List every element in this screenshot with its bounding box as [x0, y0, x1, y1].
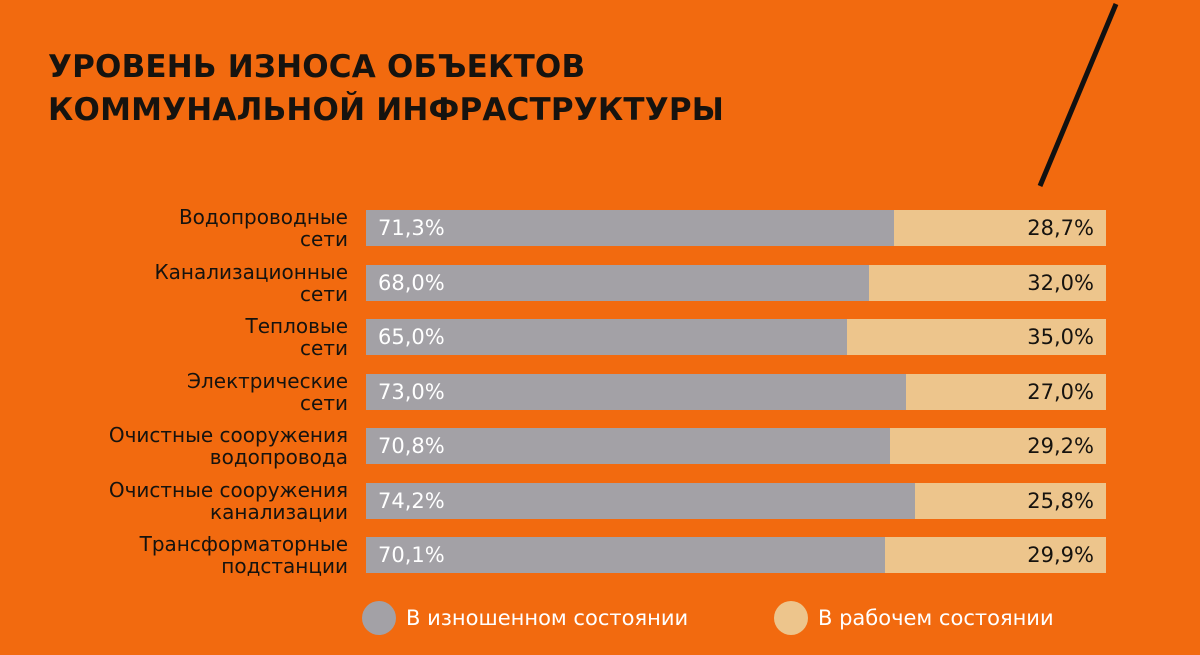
bar-working: 35,0% — [847, 319, 1106, 355]
category-label-line: Электрические — [187, 369, 348, 393]
bar-working: 25,8% — [915, 483, 1106, 519]
bar-working: 27,0% — [906, 374, 1106, 410]
legend-item-worn: В изношенном состоянии — [362, 600, 688, 636]
legend-item-working: В рабочем состоянии — [774, 600, 1054, 636]
category-label: Канализационные сети — [8, 261, 348, 305]
category-label-line: Очистные сооружения — [108, 423, 348, 447]
category-label-line: канализации — [210, 500, 348, 524]
category-label: Очистные сооружения водопровода — [8, 424, 348, 468]
category-label-line: Очистные сооружения — [108, 478, 348, 502]
bar-row: 74,2% 25,8% — [366, 483, 1106, 519]
legend-swatch-working — [774, 601, 808, 635]
data-label-working: 35,0% — [1027, 325, 1094, 349]
bar-row: 70,1% 29,9% — [366, 537, 1106, 573]
bar-worn: 68,0% — [366, 265, 870, 301]
bar-worn: 74,2% — [366, 483, 916, 519]
data-label-worn: 70,8% — [378, 434, 445, 458]
category-label-line: Трансформаторные — [139, 532, 348, 556]
data-label-working: 29,9% — [1027, 543, 1094, 567]
slash-line — [1037, 3, 1119, 187]
legend-label-worn: В изношенном состоянии — [406, 606, 689, 630]
bar-working: 32,0% — [869, 265, 1106, 301]
data-label-working: 28,7% — [1027, 216, 1094, 240]
category-label-line: сети — [300, 336, 348, 360]
data-label-working: 27,0% — [1027, 380, 1094, 404]
category-label: Очистные сооружения канализации — [8, 479, 348, 523]
category-label: Трансформаторные подстанции — [8, 533, 348, 577]
bar-worn: 70,1% — [366, 537, 885, 573]
category-label-line: подстанции — [221, 554, 348, 578]
data-label-worn: 73,0% — [378, 380, 445, 404]
category-label: Тепловые сети — [8, 314, 349, 360]
category-label-line: водопровода — [209, 445, 348, 469]
bar-row: 65,0% 35,0% — [366, 319, 1106, 355]
chart-title-line-2: КОММУНАЛЬНОЙ ИНФРАСТРУКТУРЫ — [48, 92, 725, 128]
data-label-working: 25,8% — [1027, 489, 1094, 513]
data-label-working: 29,2% — [1027, 434, 1094, 458]
bar-row: 73,0% 27,0% — [366, 374, 1106, 410]
legend-label-working: В рабочем состоянии — [818, 606, 1054, 630]
legend-swatch-worn — [362, 601, 396, 635]
bar-worn: 65,0% — [366, 319, 847, 355]
category-label: Водопроводные сети — [8, 206, 348, 250]
bar-row: 70,8% 29,2% — [366, 428, 1106, 464]
chart-title: УРОВЕНЬ ИЗНОСА ОБЪЕКТОВ КОММУНАЛЬНОЙ ИНФ… — [48, 46, 724, 132]
data-label-worn: 74,2% — [378, 489, 445, 513]
chart-title-line-1: УРОВЕНЬ ИЗНОСА ОБЪЕКТОВ — [48, 49, 586, 85]
bar-working: 29,9% — [884, 537, 1106, 573]
data-label-worn: 70,1% — [378, 543, 445, 567]
category-label-line: сети — [300, 227, 348, 251]
bar-worn: 73,0% — [366, 374, 907, 410]
bar-row: 68,0% 32,0% — [366, 265, 1106, 301]
category-label: Электрические сети — [8, 370, 348, 414]
data-label-working: 32,0% — [1027, 271, 1094, 295]
data-label-worn: 65,0% — [378, 325, 445, 349]
category-label-line: сети — [300, 391, 348, 415]
bar-row: 71,3% 28,7% — [366, 210, 1106, 246]
data-label-worn: 71,3% — [378, 216, 445, 240]
bar-working: 28,7% — [893, 210, 1106, 246]
bar-worn: 71,3% — [366, 210, 894, 246]
category-label-line: сети — [300, 282, 348, 306]
category-label-line: Водопроводные — [178, 205, 348, 229]
category-label-line: Тепловые — [245, 314, 349, 338]
bar-working: 29,2% — [889, 428, 1106, 464]
category-label-line: Канализационные — [154, 260, 348, 284]
data-label-worn: 68,0% — [378, 271, 445, 295]
bar-worn: 70,8% — [366, 428, 890, 464]
